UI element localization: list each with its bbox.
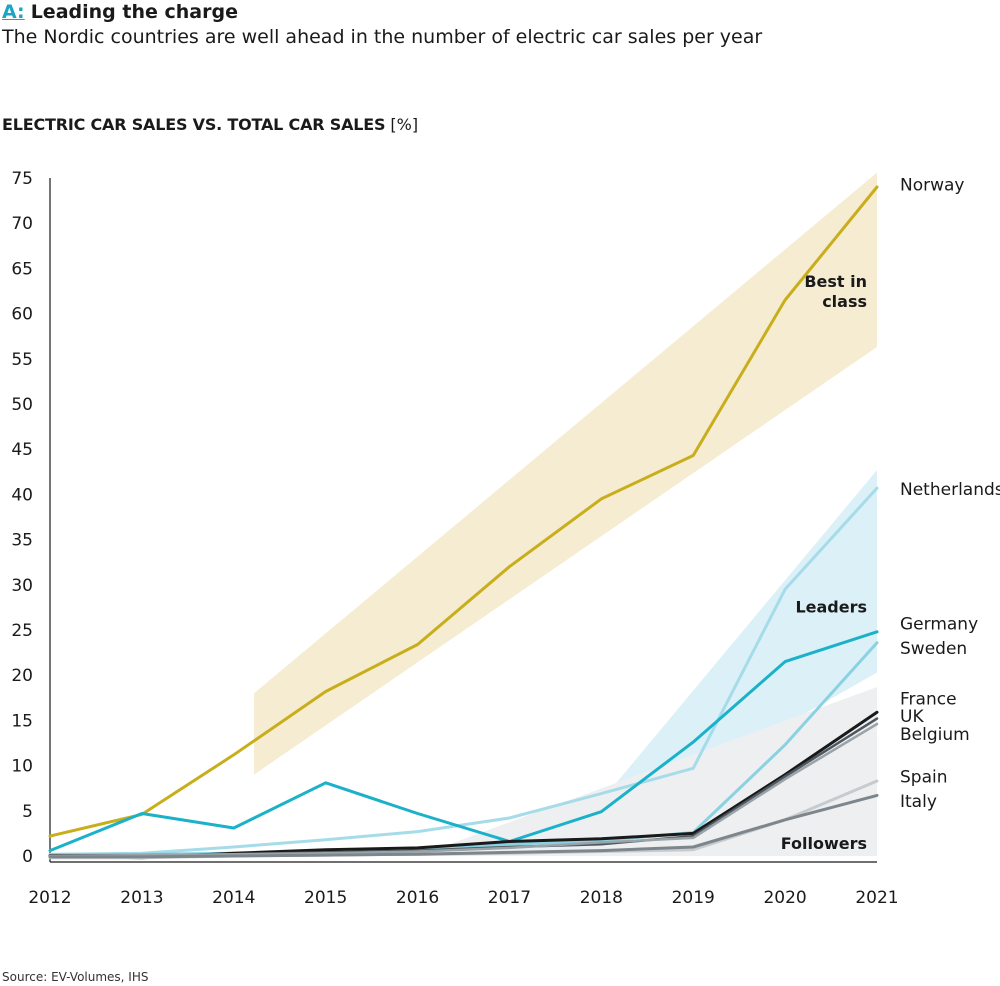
band-best-in-class bbox=[254, 172, 877, 775]
x-tick-layer: 2012 2013 2014 2015 2016 2017 2018 2019 2020 2021 bbox=[28, 888, 898, 908]
y-tick-label: 75 bbox=[11, 169, 33, 189]
series-label-france: France bbox=[900, 690, 957, 710]
x-tick-label: 2012 bbox=[28, 888, 71, 908]
series-layer bbox=[48, 185, 879, 860]
y-tick-label: 40 bbox=[11, 485, 33, 505]
x-tick-label: 2018 bbox=[580, 888, 623, 908]
band-leaders bbox=[555, 470, 877, 856]
x-tick-label: 2014 bbox=[212, 888, 255, 908]
x-tick-label: 2017 bbox=[488, 888, 531, 908]
band-followers bbox=[417, 687, 877, 856]
series-line-netherlands bbox=[48, 486, 879, 856]
y-tick-label: 65 bbox=[11, 259, 33, 279]
series-label-norway: Norway bbox=[900, 175, 965, 195]
y-tick-label: 70 bbox=[11, 214, 33, 234]
x-tick-label: 2015 bbox=[304, 888, 347, 908]
series-label-uk: UK bbox=[900, 707, 924, 727]
series-label-netherlands: Netherlands bbox=[900, 480, 1000, 500]
figure-tag: A: bbox=[2, 1, 25, 23]
series-label-germany: Germany bbox=[900, 615, 978, 635]
band-layer bbox=[254, 172, 877, 856]
figure-header: A: Leading the charge bbox=[2, 0, 238, 24]
x-tick-label: 2019 bbox=[672, 888, 715, 908]
band-label-leaders: Leaders bbox=[795, 597, 867, 616]
y-tick-label: 30 bbox=[11, 576, 33, 596]
source-note: Source: EV-Volumes, IHS bbox=[2, 970, 149, 984]
y-tick-label: 50 bbox=[11, 395, 33, 415]
series-line-norway bbox=[48, 185, 879, 838]
chart-title-main: ELECTRIC CAR SALES VS. TOTAL CAR SALES bbox=[2, 115, 386, 134]
x-tick-label: 2020 bbox=[763, 888, 806, 908]
series-label-belgium: Belgium bbox=[900, 725, 970, 745]
y-tick-label: 55 bbox=[11, 350, 33, 370]
y-tick-layer: 0 5 10 15 20 25 30 35 40 45 50 55 60 65 70 75 bbox=[11, 169, 33, 867]
y-tick-label: 25 bbox=[11, 621, 33, 641]
y-tick-label: 60 bbox=[11, 305, 33, 325]
x-tick-label: 2013 bbox=[120, 888, 163, 908]
series-label-spain: Spain bbox=[900, 767, 948, 787]
x-tick-label: 2016 bbox=[396, 888, 439, 908]
band-label-best-in: Best in bbox=[804, 272, 867, 291]
y-tick-label: 20 bbox=[11, 666, 33, 686]
y-tick-label: 0 bbox=[22, 847, 33, 867]
figure-title: Leading the charge bbox=[30, 1, 238, 23]
series-line-germany bbox=[48, 630, 879, 853]
chart-title-unit: [%] bbox=[390, 115, 419, 134]
y-tick-label: 15 bbox=[11, 711, 33, 731]
y-tick-label: 10 bbox=[11, 757, 33, 777]
figure-subtitle: The Nordic countries are well ahead in t… bbox=[2, 26, 763, 48]
chart-title: ELECTRIC CAR SALES VS. TOTAL CAR SALES [… bbox=[2, 115, 418, 135]
series-line-italy bbox=[48, 793, 879, 859]
series-line-belgium bbox=[48, 722, 879, 858]
band-label-followers: Followers bbox=[781, 834, 867, 853]
end-label-layer: Norway Netherlands Germany Sweden FranceUKBe… bbox=[900, 175, 1000, 812]
y-tick-label: 45 bbox=[11, 440, 33, 460]
band-label-class: class bbox=[822, 292, 867, 311]
series-label-italy: Italy bbox=[900, 792, 937, 812]
series-label-sweden: Sweden bbox=[900, 639, 967, 659]
y-tick-label: 5 bbox=[22, 802, 33, 822]
x-tick-label: 2021 bbox=[855, 888, 898, 908]
y-tick-label: 35 bbox=[11, 531, 33, 551]
